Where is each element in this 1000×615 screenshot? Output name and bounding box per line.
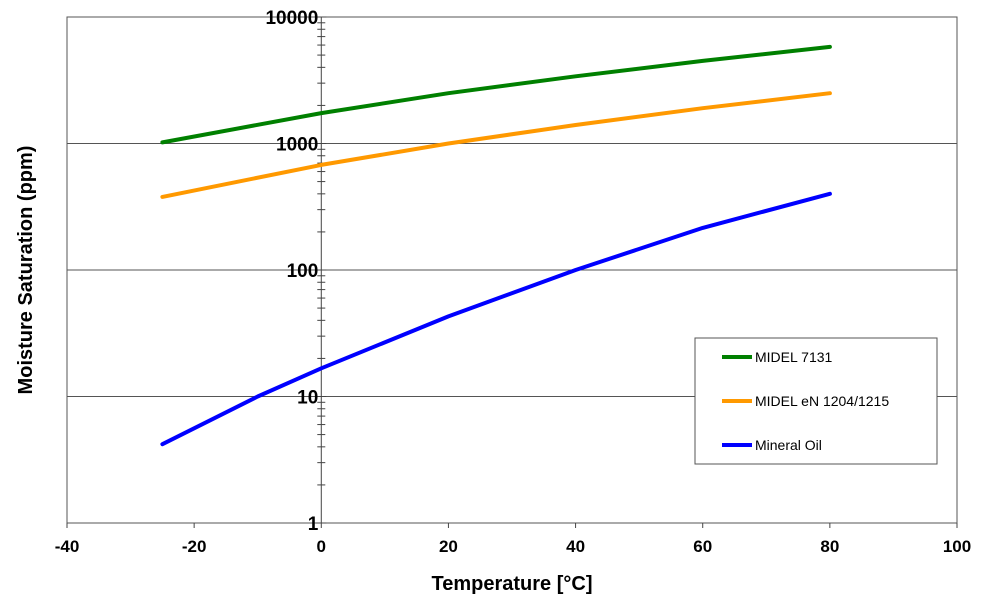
y-tick-label: 1000 xyxy=(276,135,318,156)
series-line-2 xyxy=(160,191,832,447)
x-tick-label: 0 xyxy=(317,537,326,556)
y-tick-label: 10 xyxy=(297,388,318,409)
y-tick-label: 100 xyxy=(287,261,319,282)
x-tick-label: -40 xyxy=(55,537,80,556)
legend: MIDEL 7131 MIDEL eN 1204/1215 Mineral Oil xyxy=(694,337,938,465)
x-tick-label: 60 xyxy=(693,537,712,556)
x-tick-label: 100 xyxy=(943,537,971,556)
x-tick-label: 80 xyxy=(820,537,839,556)
legend-label: MIDEL eN 1204/1215 xyxy=(755,393,889,409)
x-axis-label: Temperature [°C] xyxy=(432,573,593,595)
x-tick-label: 20 xyxy=(439,537,458,556)
series-line-0 xyxy=(160,44,832,145)
y-tick-label: 10000 xyxy=(265,8,318,29)
y-axis-label: Moisture Saturation (ppm) xyxy=(15,146,37,395)
series-line-1 xyxy=(160,91,832,199)
x-tick-label: -20 xyxy=(182,537,207,556)
legend-label: MIDEL 7131 xyxy=(755,349,833,365)
x-tick-label: 40 xyxy=(566,537,585,556)
y-tick-label: 1 xyxy=(308,514,319,535)
legend-label: Mineral Oil xyxy=(755,437,822,453)
